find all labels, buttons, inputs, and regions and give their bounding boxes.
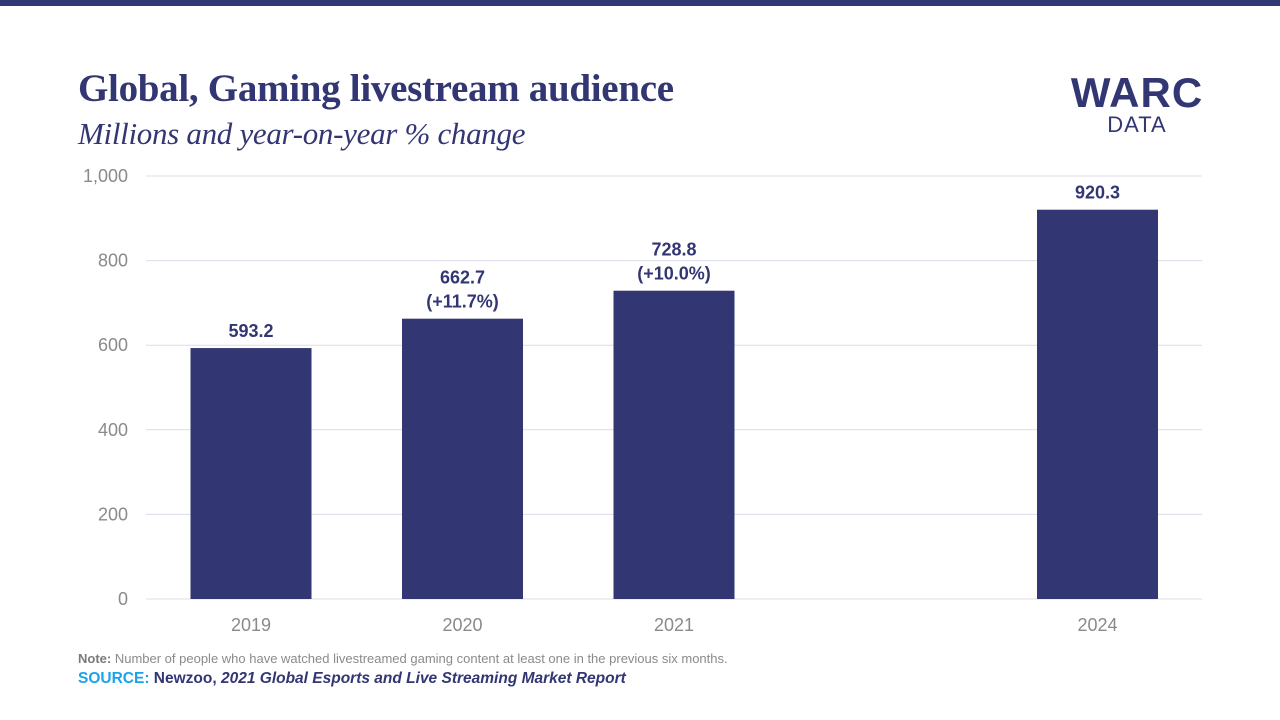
value-label: 920.3 xyxy=(1075,183,1120,203)
bar-2024 xyxy=(1037,209,1158,599)
data-labels: 593.2 662.7 (+11.7%) 728.8 (+10.0%) 920.3 xyxy=(228,183,1120,341)
logo-sub-text: DATA xyxy=(1107,112,1167,137)
x-tick-label: 2024 xyxy=(1077,615,1117,635)
value-label: 593.2 xyxy=(228,321,273,341)
bar-2020 xyxy=(402,318,523,599)
chart-title: Global, Gaming livestream audience xyxy=(78,67,674,110)
chart-note: Note: Number of people who have watched … xyxy=(78,651,728,666)
chart-subtitle: Millions and year-on-year % change xyxy=(78,116,526,151)
x-axis-ticks: 2019 2020 2021 2024 xyxy=(231,615,1118,635)
chart-source: SOURCE: Newzoo, 2021 Global Esports and … xyxy=(78,670,626,688)
x-tick-label: 2020 xyxy=(442,615,482,635)
warc-data-logo: WARC DATA xyxy=(1068,72,1206,136)
value-label: 662.7 xyxy=(440,268,485,288)
bars xyxy=(190,209,1158,599)
y-tick-label: 200 xyxy=(98,504,128,524)
logo-main-text: WARC xyxy=(1070,69,1204,116)
x-tick-label: 2019 xyxy=(231,615,271,635)
x-tick-label: 2021 xyxy=(654,615,694,635)
value-label: 728.8 xyxy=(651,240,696,260)
y-tick-label: 800 xyxy=(98,251,128,271)
source-label: SOURCE: xyxy=(78,670,150,687)
source-publisher: Newzoo, xyxy=(149,670,221,687)
top-accent-bar xyxy=(0,0,1280,6)
y-tick-label: 1,000 xyxy=(83,166,128,186)
note-text: Number of people who have watched livest… xyxy=(111,651,728,666)
y-tick-label: 600 xyxy=(98,335,128,355)
note-label: Note: xyxy=(78,651,112,666)
change-label: (+10.0%) xyxy=(637,264,711,284)
y-tick-label: 0 xyxy=(118,589,128,609)
bar-2021 xyxy=(613,290,735,599)
change-label: (+11.7%) xyxy=(426,292,499,312)
y-tick-label: 400 xyxy=(98,420,128,440)
bar-2019 xyxy=(190,348,312,599)
source-title: 2021 Global Esports and Live Streaming M… xyxy=(220,670,626,687)
y-axis-ticks: 0 200 400 600 800 1,000 xyxy=(83,166,128,609)
